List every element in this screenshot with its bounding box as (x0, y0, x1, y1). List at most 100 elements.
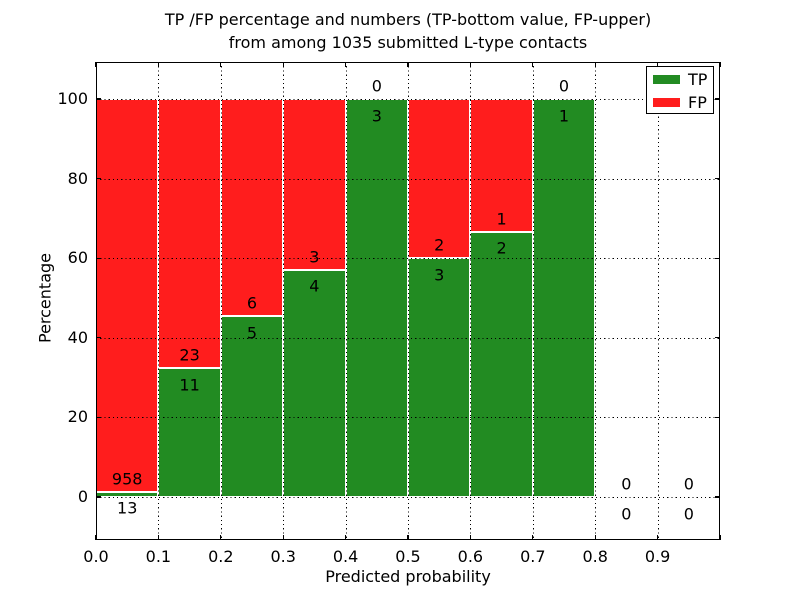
chart-title-line-1: TP /FP percentage and numbers (TP-bottom… (164, 10, 652, 29)
x-tick-mark (407, 535, 409, 540)
y-tick-label: 40 (67, 327, 88, 347)
fp-count-label: 2 (434, 235, 445, 255)
v-gridline (283, 62, 285, 540)
x-tick-mark (469, 62, 472, 67)
chart-title: TP /FP percentage and numbers (TP-bottom… (96, 8, 720, 54)
x-tick-mark (719, 62, 721, 67)
fp-bar-segment (470, 99, 533, 232)
x-tick-mark (719, 535, 721, 540)
legend-fp-swatch-icon (653, 98, 680, 107)
x-tick-mark (594, 535, 596, 540)
v-gridline (158, 62, 160, 540)
x-tick-mark (95, 62, 97, 67)
fp-count-label: 0 (621, 474, 632, 494)
y-tick-label: 80 (67, 168, 88, 188)
y-tick-mark (96, 496, 101, 498)
tp-count-label: 5 (246, 323, 258, 343)
tp-bar-segment (345, 99, 408, 497)
x-tick-mark (532, 535, 534, 540)
chart-title-line-2: from among 1035 submitted L-type contact… (228, 33, 588, 52)
fp-bar-segment (220, 99, 284, 317)
fp-bar-segment (283, 99, 346, 270)
fp-count-label: 23 (179, 345, 200, 365)
x-tick-mark (594, 62, 596, 67)
x-tick-label: 0.5 (395, 547, 421, 566)
x-tick-label: 0.0 (83, 547, 109, 566)
legend-fp-label: FP (688, 92, 707, 112)
x-tick-label: 0.3 (270, 547, 296, 566)
x-tick-mark (656, 535, 659, 540)
legend: TP FP (646, 66, 714, 114)
tp-count-label: 3 (434, 265, 445, 285)
x-tick-mark (282, 535, 284, 540)
tp-bar-segment (158, 368, 221, 497)
y-tick-mark (715, 98, 720, 100)
v-gridline (220, 62, 222, 540)
tp-count-label: 4 (309, 276, 320, 296)
y-tick-mark (96, 416, 101, 419)
y-tick-label: 20 (67, 407, 88, 427)
v-gridline (470, 62, 472, 540)
x-tick-label: 0.6 (457, 547, 484, 566)
fp-count-label: 0 (558, 76, 570, 96)
y-tick-label: 0 (77, 487, 88, 506)
y-tick-mark (715, 177, 720, 180)
y-tick-label: 100 (57, 89, 88, 108)
tp-count-label: 3 (371, 106, 382, 126)
y-tick-mark (715, 496, 720, 498)
y-tick-mark (96, 337, 101, 339)
fp-count-label: 0 (683, 474, 694, 494)
tp-count-label: 11 (179, 375, 200, 395)
y-tick-mark (715, 257, 720, 259)
y-tick-label: 60 (67, 248, 88, 268)
x-tick-label: 0.4 (332, 547, 359, 566)
tp-count-label: 0 (683, 504, 694, 524)
tp-bar-segment (408, 258, 471, 497)
x-tick-mark (157, 535, 160, 540)
x-tick-mark (220, 535, 222, 540)
plot-area: 958 13 23 11 6 5 3 4 0 3 2 3 1 2 0 1 0 0 0 0 (95, 62, 721, 540)
v-gridline (408, 62, 409, 540)
x-tick-label: 0.1 (145, 547, 172, 566)
y-tick-mark (96, 177, 101, 180)
x-tick-mark (656, 62, 659, 67)
y-tick-mark (96, 257, 101, 259)
fp-count-label: 958 (111, 469, 143, 489)
x-tick-mark (220, 62, 222, 67)
tp-bar-segment (470, 231, 533, 497)
x-tick-label: 0.7 (520, 547, 546, 566)
x-tick-label: 0.9 (644, 547, 671, 566)
x-tick-label: 0.8 (582, 547, 608, 566)
tp-bar-segment (220, 316, 284, 497)
fp-bar-segment (96, 99, 159, 492)
tp-count-label: 13 (117, 498, 138, 518)
tp-count-label: 0 (621, 504, 632, 524)
v-gridline (345, 62, 347, 540)
x-tick-mark (157, 62, 160, 67)
v-gridline (657, 62, 659, 540)
fp-count-label: 0 (371, 76, 382, 96)
legend-item: TP (647, 69, 713, 90)
tp-count-label: 2 (496, 238, 507, 258)
y-tick-mark (96, 98, 101, 100)
fp-count-label: 3 (309, 247, 320, 267)
x-tick-mark (469, 535, 472, 540)
x-tick-mark (532, 62, 534, 67)
legend-tp-swatch-icon (653, 75, 680, 84)
x-tick-mark (282, 62, 284, 67)
x-tick-mark (95, 535, 97, 540)
x-tick-label: 0.2 (208, 547, 234, 566)
fp-bar-segment (158, 99, 221, 369)
legend-item: FP (647, 92, 713, 113)
tp-count-label: 1 (558, 106, 570, 126)
y-tick-mark (715, 337, 720, 339)
fp-count-label: 1 (496, 209, 507, 229)
v-gridline (595, 62, 597, 540)
x-tick-mark (344, 535, 347, 540)
y-tick-mark (715, 416, 720, 419)
x-tick-mark (344, 62, 347, 67)
x-axis-label: Predicted probability (325, 567, 491, 586)
legend-tp-label: TP (688, 69, 708, 89)
v-gridline (532, 62, 534, 540)
